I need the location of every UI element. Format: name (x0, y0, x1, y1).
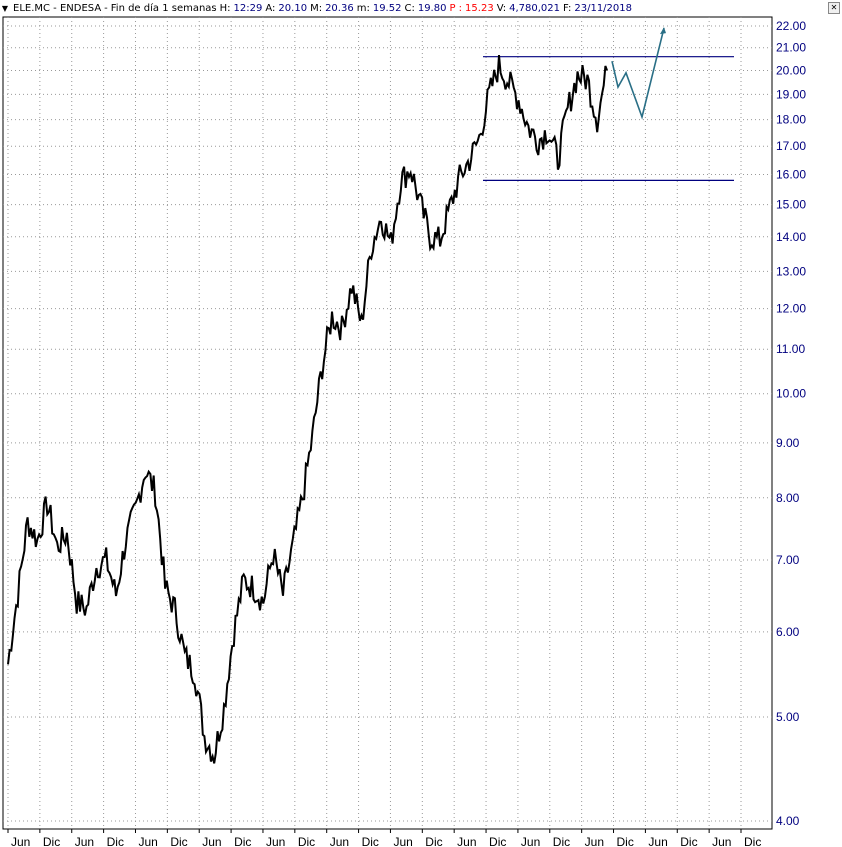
m-label: M: (310, 3, 323, 14)
projection-arrow-icon (660, 27, 666, 35)
price-line (7, 55, 608, 764)
y-tick-label: 12.00 (776, 302, 806, 316)
x-tick-label: Dic (234, 835, 251, 847)
y-tick-label: 5.00 (776, 710, 800, 724)
x-tick-label: Jun (138, 835, 157, 847)
x-tick-label: Jun (330, 835, 349, 847)
mi-label: m: (356, 3, 370, 14)
x-tick-label: Dic (744, 835, 761, 847)
x-tick-label: Jun (585, 835, 604, 847)
grid (2, 16, 773, 830)
a-value: 20.10 (278, 3, 308, 14)
x-tick-label: Dic (107, 835, 124, 847)
y-tick-label: 15.00 (776, 198, 806, 212)
c-value: 19.80 (417, 3, 447, 14)
period-label: Fin de día 1 semanas (110, 3, 217, 14)
a-label: A: (265, 3, 276, 14)
x-tick-label: Dic (617, 835, 634, 847)
p-value: 15.23 (465, 3, 494, 14)
projection-line (611, 27, 665, 120)
x-tick-label: Dic (425, 835, 442, 847)
symbol-label: ELE.MC - ENDESA (13, 3, 102, 14)
x-axis: Jun Dic Jun Dic Jun Dic Jun Dic Jun Dic Jun Dic Jun D… (7, 829, 761, 847)
x-tick-label: Jun (521, 835, 540, 847)
y-tick-label: 9.00 (776, 436, 800, 450)
f-value: 23/11/2018 (574, 3, 632, 14)
x-tick-label: Dic (680, 835, 697, 847)
v-value: 4,780,021 (509, 3, 560, 14)
h-value: 12:29 (233, 3, 263, 14)
y-tick-label: 4.00 (776, 814, 800, 828)
c-label: C: (404, 3, 415, 14)
mi-value: 19.52 (372, 3, 402, 14)
y-tick-label: 19.00 (776, 87, 806, 101)
x-tick-label: Dic (489, 835, 506, 847)
v-label: V: (496, 3, 507, 14)
y-tick-label: 8.00 (776, 491, 800, 505)
y-tick-label: 14.00 (776, 230, 806, 244)
level-lines (483, 56, 734, 181)
x-tick-label: Jun (648, 835, 667, 847)
x-tick-label: Jun (202, 835, 221, 847)
close-icon[interactable]: ✕ (828, 2, 840, 14)
chart-header: ▼ ELE.MC - ENDESA - Fin de día 1 semanas H: 1… (0, 0, 842, 17)
y-axis: 22.00 21.00 20.00 19.00 18.00 17.00 16.00 15.00… (776, 19, 806, 828)
x-tick-label: Dic (298, 835, 315, 847)
y-tick-label: 22.00 (776, 19, 806, 33)
y-tick-label: 6.00 (776, 625, 800, 639)
x-tick-label: Dic (43, 835, 60, 847)
x-tick-label: Jun (457, 835, 476, 847)
y-tick-label: 18.00 (776, 113, 806, 127)
x-tick-label: Dic (553, 835, 570, 847)
plot-border (2, 16, 773, 830)
y-tick-label: 16.00 (776, 168, 806, 182)
x-tick-label: Jun (75, 835, 94, 847)
x-tick-label: Dic (170, 835, 187, 847)
h-label: H: (219, 3, 231, 14)
p-label: P : (449, 3, 463, 14)
y-tick-label: 21.00 (776, 41, 806, 55)
y-tick-label: 11.00 (776, 342, 805, 356)
dropdown-arrow-icon[interactable]: ▼ (1, 4, 9, 13)
y-tick-label: 17.00 (776, 139, 806, 153)
f-label: F: (563, 3, 572, 14)
y-tick-label: 10.00 (776, 387, 806, 401)
x-tick-label: Dic (362, 835, 379, 847)
x-tick-label: Jun (11, 835, 30, 847)
y-tick-label: 20.00 (776, 63, 806, 77)
x-tick-label: Jun (393, 835, 412, 847)
x-tick-label: Jun (712, 835, 731, 847)
y-tick-label: 13.00 (776, 264, 806, 278)
projection-path (611, 27, 666, 120)
x-tick-label: Jun (266, 835, 285, 847)
y-tick-label: 7.00 (776, 553, 800, 567)
price-series (7, 55, 608, 764)
m-value: 20.36 (325, 3, 354, 14)
